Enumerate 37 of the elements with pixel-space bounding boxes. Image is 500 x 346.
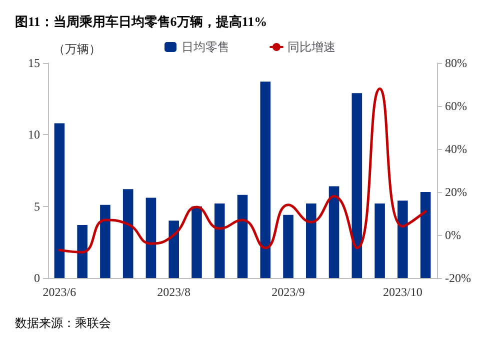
bar [398,200,408,278]
y2-tick-label: 40% [445,142,467,156]
bar [374,203,385,278]
y-tick-label: 5 [34,199,40,214]
bar [352,93,362,278]
x-tick-label: 2023/8 [157,285,191,299]
bar [214,203,225,278]
x-tick-label: 2023/9 [272,285,305,299]
source-note: 数据来源：乘联会 [15,316,111,330]
bar [100,204,110,278]
y2-tick-label: 20% [445,185,467,199]
y2-tick-label: -20% [445,271,471,285]
bar [283,214,294,278]
y2-tick-label: 80% [445,56,467,70]
bar [168,220,179,278]
x-tick-label: 2023/6 [42,285,76,299]
y-tick-label: 10 [28,128,40,142]
y-tick-label: 15 [28,56,40,70]
bar [122,189,134,278]
bar [146,198,156,278]
y2-tick-label: 0% [445,228,461,242]
bar [328,186,340,278]
line-series [58,88,427,254]
y-tick-label: 0 [34,271,40,285]
bar [54,123,65,278]
chart-title: 图11：当周乘用车日均零售6万辆，提高11% [15,14,268,29]
x-tick-label: 2023/10 [383,285,422,299]
bar [77,224,88,278]
y-axis-title: （万辆） [53,42,101,56]
bar [306,203,316,278]
y2-tick-label: 60% [445,99,467,113]
bar [192,206,202,278]
bar [260,82,271,278]
bar [420,192,431,278]
legend-label: 日均零售 [182,40,230,54]
legend-label: 同比增速 [288,40,336,54]
bar [237,194,248,278]
